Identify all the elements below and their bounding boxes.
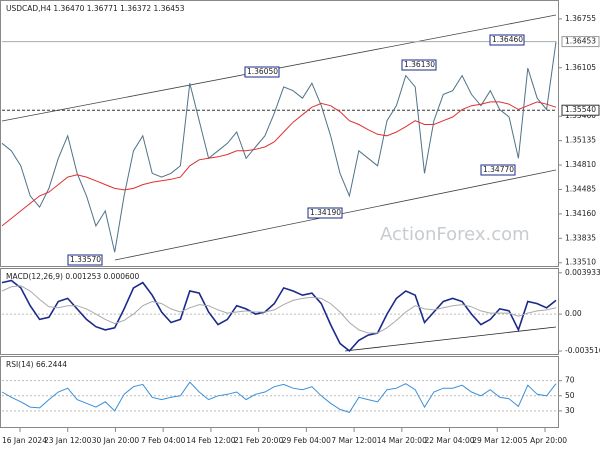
x-tick-label: 14 Mar 20:00 bbox=[377, 436, 427, 445]
y-tick-label: 0.003933 bbox=[565, 268, 600, 277]
current-price-label: 1.36453 bbox=[565, 37, 596, 46]
x-tick-label: 7 Feb 04:00 bbox=[141, 436, 186, 445]
annotation: 1.36050 bbox=[247, 67, 278, 76]
x-tick-label: 29 Mar 12:00 bbox=[472, 436, 522, 445]
series-line bbox=[1, 285, 557, 334]
x-tick-label: 29 Feb 04:00 bbox=[282, 436, 331, 445]
x-tick-label: 22 Mar 04:00 bbox=[425, 436, 475, 445]
panel-title: RSI(14) 66.2444 bbox=[6, 360, 67, 369]
annotation: 1.33570 bbox=[70, 255, 101, 264]
annotation-box bbox=[401, 59, 437, 71]
x-tick-label: 16 Jan 2024 bbox=[2, 436, 47, 445]
y-tick-label: 30 bbox=[565, 406, 575, 415]
price-panel bbox=[0, 0, 559, 267]
y-tick-label: 70 bbox=[565, 376, 575, 385]
series-line bbox=[1, 381, 557, 413]
annotation-box bbox=[480, 164, 516, 176]
y-tick-label: 1.36105 bbox=[565, 63, 596, 72]
annotation: 1.34190 bbox=[310, 208, 341, 217]
y-tick-label: 1.33510 bbox=[565, 258, 596, 267]
y-tick-label: 50 bbox=[565, 391, 575, 400]
series-line bbox=[1, 41, 557, 253]
y-tick-label: 1.36755 bbox=[565, 14, 596, 23]
macd-trendline bbox=[344, 326, 557, 352]
annotation: 1.36130 bbox=[404, 60, 435, 69]
y-tick-label: 1.34160 bbox=[565, 209, 596, 218]
annotation-box bbox=[244, 66, 280, 78]
rsi-panel bbox=[0, 356, 559, 428]
current-price-box bbox=[561, 36, 600, 48]
series-line bbox=[1, 279, 557, 352]
level-box bbox=[561, 104, 600, 116]
annotation: 1.34770 bbox=[483, 165, 514, 174]
level-label: 1.35540 bbox=[565, 105, 596, 114]
annotation-box bbox=[67, 254, 103, 266]
watermark: ActionForex.com bbox=[380, 224, 530, 245]
macd-panel bbox=[0, 268, 559, 355]
y-tick-label: 1.34810 bbox=[565, 160, 596, 169]
y-tick-label: 1.35135 bbox=[565, 136, 596, 145]
x-tick-label: 7 Mar 12:00 bbox=[331, 436, 377, 445]
y-tick-label: 1.33835 bbox=[565, 233, 596, 242]
panel-title: MACD(12,26,9) 0.001253 0.000600 bbox=[6, 272, 140, 281]
x-tick-label: 14 Feb 12:00 bbox=[186, 436, 235, 445]
series-line bbox=[1, 101, 557, 227]
annotation-box bbox=[307, 207, 343, 219]
x-tick-label: 30 Jan 20:00 bbox=[92, 436, 140, 445]
x-tick-label: 5 Apr 20:00 bbox=[523, 436, 567, 445]
annotation: 1.36460 bbox=[492, 35, 523, 44]
y-tick-label: -0.003516 bbox=[565, 346, 600, 355]
panel-title: USDCAD,H4 1.36470 1.36771 1.36372 1.3645… bbox=[6, 4, 185, 13]
x-tick-label: 21 Feb 20:00 bbox=[234, 436, 283, 445]
y-tick-label: 1.34485 bbox=[565, 184, 596, 193]
annotation-box bbox=[489, 34, 525, 46]
x-tick-label: 23 Jan 12:00 bbox=[44, 436, 92, 445]
y-tick-label: 1.35460 bbox=[565, 111, 596, 120]
y-tick-label: 0.00 bbox=[565, 309, 582, 318]
